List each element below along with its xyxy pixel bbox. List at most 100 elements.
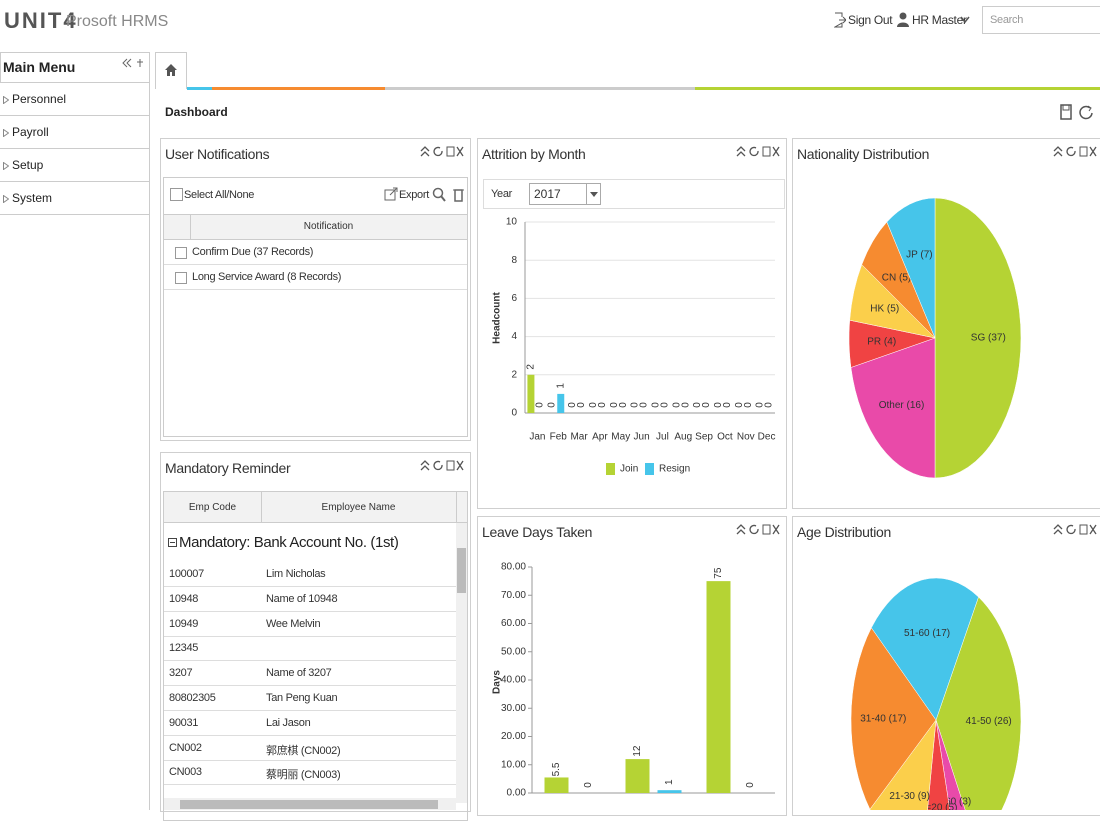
panel-title: Nationality Distribution: [797, 146, 930, 162]
reminder-row: CN002 郭庶棋 (CN002): [164, 736, 456, 761]
h-scrollbar[interactable]: [164, 798, 456, 810]
filter-label: Year: [491, 188, 513, 200]
menu-item[interactable]: Personnel: [0, 83, 149, 116]
employee-name: Lai Jason: [266, 716, 311, 729]
panel-header: Leave Days Taken: [478, 517, 786, 549]
emp-code: 10948: [169, 592, 199, 605]
menu-item[interactable]: Setup: [0, 149, 149, 182]
reminder-grid: Emp Code Employee Name Mandatory: Bank A…: [163, 491, 468, 821]
panel-title: Attrition by Month: [482, 146, 586, 162]
leave-panel: Leave Days Taken: [477, 516, 787, 816]
search-placeholder: Search: [990, 14, 1024, 26]
tab-strip: [212, 87, 385, 90]
panel-header: Attrition by Month: [478, 139, 786, 171]
grid-tools[interactable]: [384, 187, 464, 203]
menu-header: Main Menu: [0, 52, 150, 83]
year-select[interactable]: 2017: [529, 183, 601, 205]
employee-name: 蔡明丽 (CN003): [266, 769, 341, 782]
notification[interactable]: Long Service Award (8 Records): [192, 271, 342, 283]
panel-header: Mandatory Reminder: [161, 453, 470, 485]
filter-bar: Year 2017: [483, 179, 785, 209]
notification-row: Long Service Award (8 Records): [164, 265, 467, 290]
notification-row: Confirm Due (37 Records): [164, 240, 467, 265]
menu-label: Personnel: [12, 92, 67, 106]
page-title: Dashboard: [165, 105, 228, 119]
emp-code: 10949: [169, 617, 199, 630]
grid-header: Notification: [164, 214, 467, 240]
search-box[interactable]: Search: [982, 6, 1100, 34]
emp-code: 100007: [169, 568, 204, 580]
group-title: Mandatory: Bank Account No. (1st): [179, 534, 399, 551]
emp-code: CN003: [169, 766, 202, 779]
employee-name: Tan Peng Kuan: [266, 692, 338, 704]
grid-header: Emp Code Employee Name: [164, 492, 467, 523]
panel-title: User Notifications: [165, 146, 270, 162]
checkbox[interactable]: [170, 188, 183, 201]
attrition-panel: Attrition by Month Year 2017: [477, 138, 787, 509]
panel-tools[interactable]: [736, 145, 780, 159]
emp-code: 12345: [169, 642, 199, 655]
menu-pin[interactable]: [122, 58, 146, 70]
column-header: Notification: [303, 221, 354, 232]
panel-tools[interactable]: [420, 459, 464, 473]
main-menu: Main Menu Personnel Payroll Setup System: [0, 52, 150, 810]
emp-code: 90031: [169, 716, 199, 729]
panel-tools[interactable]: [1053, 145, 1097, 159]
checkbox[interactable]: [175, 247, 187, 259]
tab-strip: [695, 87, 1100, 90]
panel-title: Leave Days Taken: [482, 524, 593, 540]
select-all[interactable]: Select All/None: [184, 189, 255, 201]
tab-strip: [385, 87, 695, 90]
panel-header: Nationality Distribution: [793, 139, 1100, 171]
scrollbar[interactable]: [456, 523, 467, 803]
reminder-row: 10948 Name of 10948: [164, 587, 456, 612]
column-header: Employee Name: [321, 502, 396, 513]
menu-item[interactable]: System: [0, 182, 149, 215]
dashboard-tools[interactable]: [1060, 104, 1100, 122]
emp-code: CN002: [169, 741, 202, 754]
emp-code: 80802305: [169, 692, 216, 704]
employee-name: Lim Nicholas: [266, 568, 326, 580]
notification-grid: Select All/None Export Notification Conf…: [163, 177, 468, 437]
menu-label: Setup: [12, 158, 44, 172]
employee-name: Wee Melvin: [266, 617, 321, 630]
home-tab[interactable]: [155, 52, 187, 89]
emp-code: 3207: [169, 667, 193, 680]
collapse-icon[interactable]: [168, 538, 177, 547]
employee-name: 郭庶棋 (CN002): [266, 744, 341, 757]
menu-title: Main Menu: [3, 59, 76, 75]
reminder-row: 10949 Wee Melvin: [164, 612, 456, 637]
user-caret[interactable]: [960, 16, 970, 24]
panel-tools[interactable]: [736, 523, 780, 537]
panel-tools[interactable]: [420, 145, 464, 159]
sign-out[interactable]: Sign Out: [848, 13, 893, 27]
panel-header: Age Distribution: [793, 517, 1100, 549]
menu-label: Payroll: [12, 125, 49, 139]
checkbox[interactable]: [175, 272, 187, 284]
panel-title: Age Distribution: [797, 524, 892, 540]
employee-name: Name of 10948: [266, 592, 338, 605]
panel-title: Mandatory Reminder: [165, 460, 291, 476]
nationality-panel: Nationality Distribution: [792, 138, 1100, 509]
reminder-row: CN003 蔡明丽 (CN003): [164, 760, 456, 786]
sign-out-icon[interactable]: [834, 12, 846, 28]
year-value: 2017: [534, 187, 561, 201]
panel-header: User Notifications: [161, 139, 470, 171]
age-panel: Age Distribution: [792, 516, 1100, 816]
user-menu[interactable]: HR Master: [912, 13, 967, 27]
menu-item[interactable]: Payroll: [0, 116, 149, 149]
notification[interactable]: Confirm Due (37 Records): [192, 246, 314, 258]
notifications-panel: User Notifications Select All/None Expor…: [160, 138, 471, 441]
home-icon: [165, 64, 177, 76]
panel-tools[interactable]: [1053, 523, 1097, 537]
employee-name: Name of 3207: [266, 667, 332, 680]
export[interactable]: Export: [399, 189, 429, 201]
user-icon: [897, 12, 909, 27]
menu-label: System: [12, 191, 53, 205]
reminder-row: 90031 Lai Jason: [164, 711, 456, 736]
reminder-row: 80802305 Tan Peng Kuan: [164, 686, 456, 711]
brand: UNIT4: [4, 8, 78, 33]
reminder-row: 100007 Lim Nicholas: [164, 562, 456, 587]
reminder-row: 12345: [164, 636, 456, 662]
